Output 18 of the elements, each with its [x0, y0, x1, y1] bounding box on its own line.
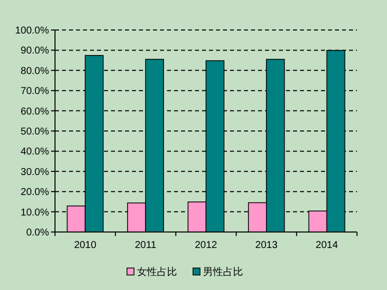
- y-tick-label: 80.0%: [20, 66, 50, 77]
- y-tick-label: 30.0%: [20, 166, 50, 178]
- x-tick-label: 2012: [194, 240, 218, 251]
- x-tick-label: 2013: [255, 240, 278, 251]
- x-tick-label: 2011: [134, 240, 157, 251]
- y-tick-label: 10.0%: [20, 207, 50, 218]
- x-tick-label: 2010: [74, 240, 97, 251]
- y-tick-label: 0.0%: [26, 228, 50, 238]
- y-tick-label: 100.0%: [15, 26, 50, 36]
- legend-label: 男性占比: [203, 266, 243, 278]
- y-tick-label: 60.0%: [20, 106, 50, 118]
- x-tick-label: 2014: [316, 240, 338, 251]
- y-tick-label: 40.0%: [20, 146, 50, 158]
- y-tick-label: 70.0%: [20, 86, 50, 98]
- y-tick-label: 90.0%: [20, 46, 50, 57]
- y-tick-label: 50.0%: [20, 126, 50, 138]
- legend-label: 女性占比: [137, 266, 177, 278]
- y-tick-label: 20.0%: [20, 187, 50, 198]
